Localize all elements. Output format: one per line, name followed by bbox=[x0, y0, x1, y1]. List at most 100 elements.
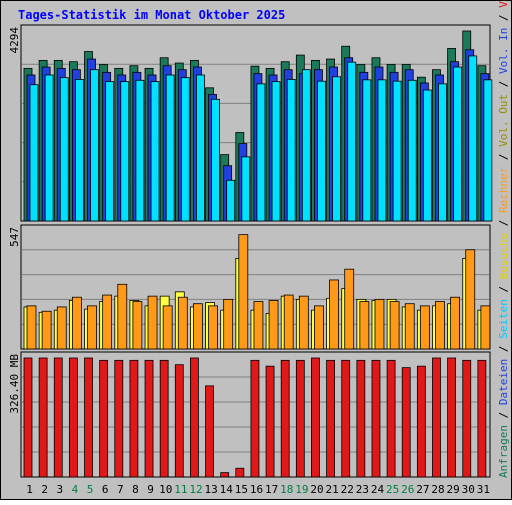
bar bbox=[38, 357, 48, 478]
legend-entry: / bbox=[497, 213, 510, 233]
bar bbox=[265, 365, 275, 478]
bar bbox=[392, 80, 402, 222]
bar bbox=[105, 81, 115, 222]
bar bbox=[162, 305, 173, 350]
legend-entry: / bbox=[497, 405, 510, 425]
bar bbox=[190, 357, 199, 478]
bar bbox=[271, 81, 281, 222]
legend-entry: / bbox=[497, 279, 510, 299]
bar bbox=[356, 359, 366, 478]
legend-entry: Anfragen bbox=[497, 425, 510, 478]
bar bbox=[447, 357, 457, 478]
x-tick-label: 2 bbox=[41, 483, 48, 496]
x-tick-label: 29 bbox=[447, 483, 460, 496]
right-legend: Anfragen / Dateien / Seiten / Besuche / … bbox=[497, 0, 510, 478]
x-tick-label: 14 bbox=[220, 483, 234, 496]
bar bbox=[180, 77, 190, 222]
bar bbox=[389, 301, 400, 350]
bar bbox=[114, 359, 124, 478]
x-tick-label: 23 bbox=[356, 483, 369, 496]
bar bbox=[377, 79, 387, 222]
bar bbox=[226, 179, 236, 222]
x-tick-label: 7 bbox=[117, 483, 124, 496]
x-tick-label: 4 bbox=[72, 483, 79, 496]
series-volumen bbox=[23, 357, 487, 478]
bar bbox=[208, 305, 218, 350]
legend-entry: Vol. Out bbox=[497, 94, 510, 147]
bar bbox=[401, 367, 411, 478]
bar bbox=[374, 298, 385, 350]
bar bbox=[450, 296, 461, 350]
x-tick-label: 20 bbox=[310, 483, 323, 496]
x-tick-label: 16 bbox=[250, 483, 263, 496]
bar bbox=[159, 359, 169, 478]
bar bbox=[438, 83, 447, 222]
x-tick-label: 11 bbox=[174, 483, 187, 496]
legend-entry: Dateien bbox=[497, 359, 510, 405]
bar bbox=[102, 294, 113, 350]
bar bbox=[87, 305, 97, 350]
bar bbox=[422, 89, 432, 222]
legend-entry: / bbox=[497, 339, 510, 359]
bar bbox=[432, 357, 441, 478]
bar bbox=[268, 300, 279, 350]
panel-volume: 326.40 MB bbox=[8, 351, 491, 478]
bar bbox=[483, 79, 493, 222]
bar bbox=[74, 79, 84, 222]
bar bbox=[480, 305, 491, 350]
bar bbox=[286, 79, 296, 222]
bar bbox=[359, 301, 370, 350]
bar bbox=[462, 359, 472, 478]
x-tick-label: 13 bbox=[204, 483, 217, 496]
x-tick-label: 22 bbox=[341, 483, 354, 496]
bar bbox=[68, 357, 78, 478]
legend-entry: Seiten bbox=[497, 299, 510, 339]
bar bbox=[135, 79, 145, 222]
x-tick-label: 10 bbox=[159, 483, 172, 496]
bar bbox=[238, 234, 249, 350]
legend-entry: / bbox=[497, 147, 510, 167]
y-max-label: 4294 bbox=[8, 27, 21, 54]
bar bbox=[23, 357, 33, 478]
legend-entry: Rechner bbox=[497, 166, 510, 213]
bar bbox=[326, 359, 335, 478]
bar bbox=[298, 295, 309, 350]
bar bbox=[386, 359, 396, 478]
bar bbox=[347, 61, 357, 222]
bar bbox=[311, 357, 320, 478]
bar bbox=[147, 295, 158, 350]
bar bbox=[26, 305, 37, 350]
bar bbox=[29, 84, 39, 222]
bar bbox=[90, 69, 99, 222]
bar bbox=[301, 69, 311, 222]
bar bbox=[196, 74, 205, 222]
bar bbox=[329, 279, 339, 350]
bar bbox=[341, 359, 351, 478]
bar bbox=[44, 74, 54, 222]
x-tick-label: 9 bbox=[147, 483, 154, 496]
bar bbox=[165, 74, 175, 222]
bar bbox=[465, 249, 476, 350]
bar bbox=[435, 301, 445, 350]
x-tick-label: 21 bbox=[326, 483, 339, 496]
bar bbox=[71, 296, 82, 350]
bar bbox=[280, 359, 290, 478]
bar bbox=[362, 79, 372, 222]
bar bbox=[177, 296, 188, 350]
x-tick-label: 31 bbox=[477, 483, 490, 496]
bar bbox=[317, 80, 326, 222]
x-tick-label: 18 bbox=[280, 483, 293, 496]
bar bbox=[120, 81, 130, 222]
bar bbox=[132, 301, 143, 350]
chart-title: Tages-Statistik im Monat Oktober 2025 bbox=[18, 8, 285, 22]
bar bbox=[241, 156, 251, 222]
x-tick-label: 28 bbox=[431, 483, 444, 496]
x-tick-label: 12 bbox=[189, 483, 202, 496]
y-max-label: 547 bbox=[8, 227, 21, 247]
bar bbox=[205, 385, 214, 478]
x-tick-label: 3 bbox=[57, 483, 64, 496]
x-tick-label: 5 bbox=[87, 483, 94, 496]
